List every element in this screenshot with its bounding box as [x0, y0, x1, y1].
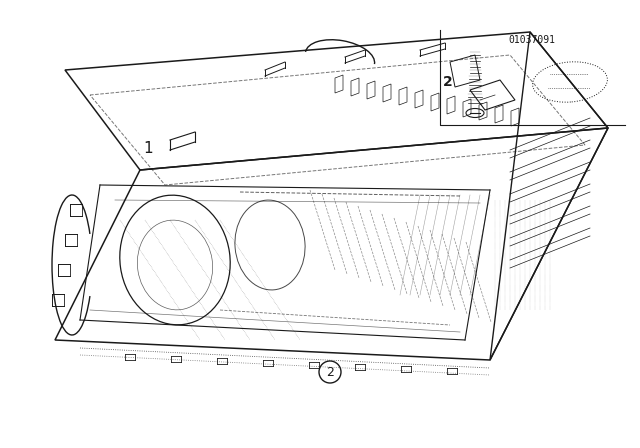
Text: 1: 1 — [143, 141, 153, 155]
Text: 01037091: 01037091 — [509, 35, 556, 45]
Text: 2: 2 — [326, 366, 334, 379]
Text: 2: 2 — [443, 75, 453, 89]
